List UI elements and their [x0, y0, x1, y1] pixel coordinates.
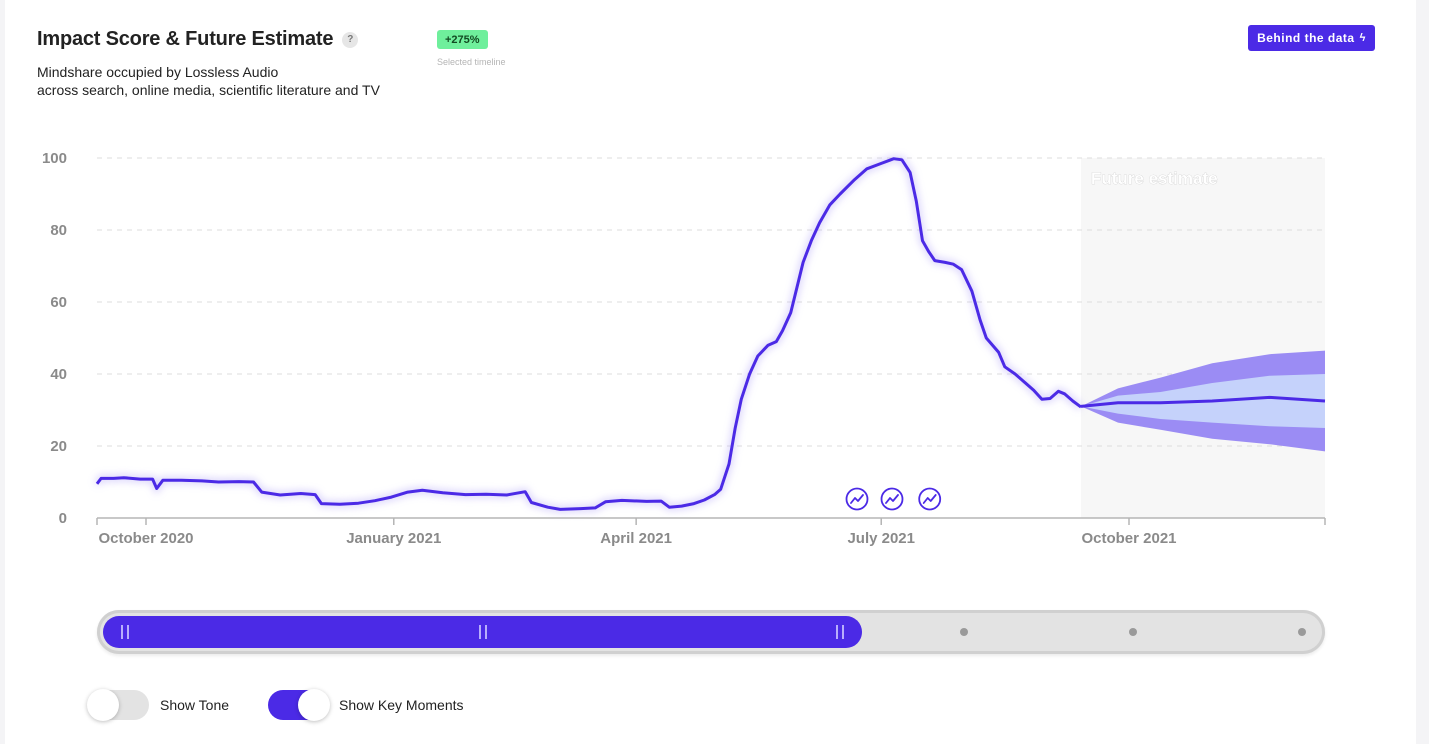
y-tick-label: 40 [50, 366, 67, 383]
subtitle-line-1: Mindshare occupied by Lossless Audio [37, 64, 279, 80]
key-moment-icon[interactable] [880, 487, 904, 511]
show-tone-toggle[interactable] [87, 689, 149, 721]
toggle-knob [298, 689, 330, 721]
show-tone-label: Show Tone [160, 697, 230, 713]
x-tick-label: July 2021 [847, 530, 915, 547]
impact-score-line [95, 157, 1082, 511]
trend-icon [850, 494, 864, 504]
x-tick-label: January 2021 [346, 530, 441, 547]
timeline-handle-middle[interactable] [479, 625, 487, 639]
trend-icon [885, 494, 899, 504]
badge-caption: Selected timeline [437, 57, 506, 67]
key-moment-icon[interactable] [845, 487, 869, 511]
subtitle-line-2: across search, online media, scientific … [37, 82, 380, 98]
y-tick-label: 60 [50, 294, 67, 311]
x-tick-label: April 2021 [600, 530, 672, 547]
x-tick-label: October 2020 [98, 530, 193, 547]
x-tick-label: October 2021 [1081, 530, 1176, 547]
help-icon[interactable]: ? [342, 31, 359, 48]
chart-title: Impact Score & Future Estimate [37, 28, 334, 50]
series-glow [94, 155, 1083, 513]
future-estimate-region [1081, 158, 1325, 518]
y-tick-label: 0 [59, 510, 67, 527]
behind-the-data-label: Behind the data [1257, 31, 1355, 45]
future-estimate-label: Future estimate [1091, 169, 1218, 188]
show-key-moments-control: Show Key Moments [268, 689, 464, 721]
y-tick-label: 80 [50, 222, 67, 239]
timeline-handle-end[interactable] [836, 625, 844, 639]
timeline-dot[interactable] [1298, 628, 1306, 636]
timeline-slider[interactable] [97, 610, 1325, 654]
bolt-icon: ϟ [1359, 32, 1366, 44]
impact-chart: Future estimate 0 20 40 60 80 100 October 202… [42, 150, 1326, 547]
change-badge: +275% [437, 30, 488, 49]
y-tick-label: 100 [42, 150, 67, 167]
forecast-median-line [1080, 395, 1326, 408]
trend-icon [922, 494, 937, 504]
behind-the-data-button[interactable]: Behind the data ϟ [1248, 25, 1375, 51]
timeline-dot[interactable] [960, 628, 968, 636]
show-key-moments-label: Show Key Moments [339, 697, 464, 713]
show-tone-control: Show Tone [87, 689, 230, 721]
show-key-moments-toggle[interactable] [268, 689, 330, 721]
timeline-dot[interactable] [1129, 628, 1137, 636]
y-tick-label: 20 [50, 438, 67, 455]
chart-subtitle: Mindshare occupied by Lossless Audio acr… [37, 63, 380, 99]
key-moment-icon[interactable] [918, 487, 942, 511]
timeline-selection[interactable] [103, 616, 862, 648]
timeline-handle-start[interactable] [121, 625, 129, 639]
toggle-knob [87, 689, 119, 721]
title-row: Impact Score & Future Estimate ? [37, 28, 359, 51]
